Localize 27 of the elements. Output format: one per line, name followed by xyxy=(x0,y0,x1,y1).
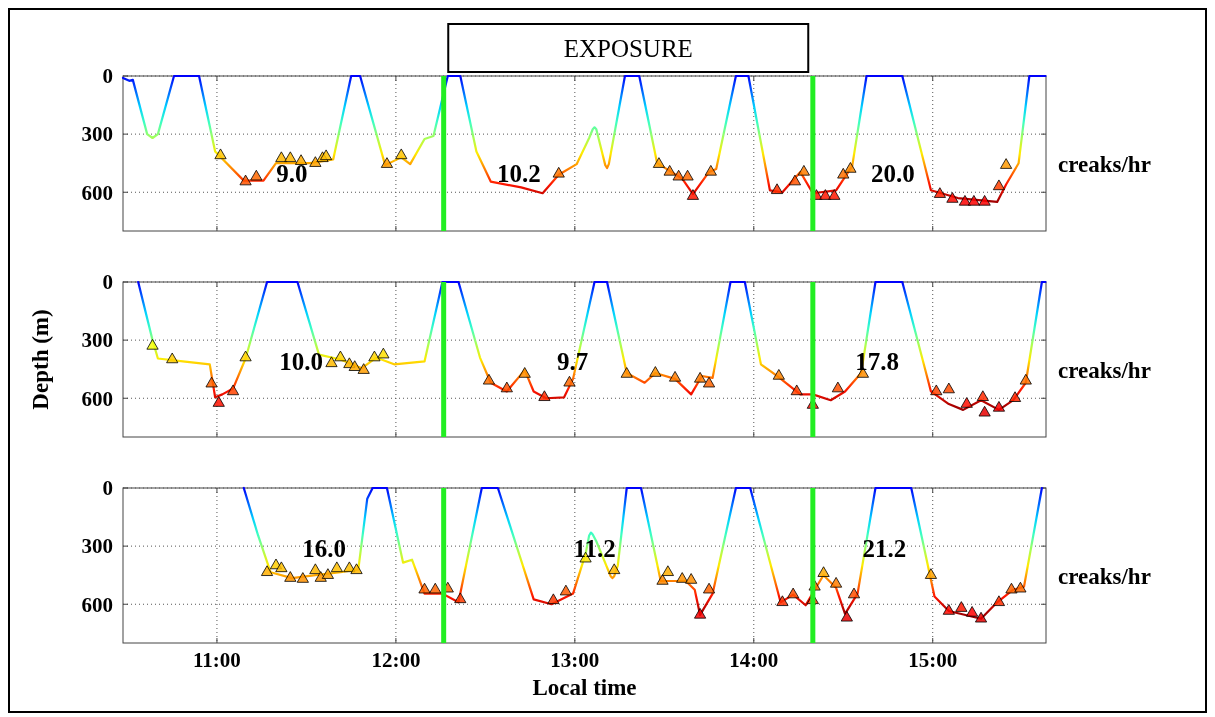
y-tick-label: 300 xyxy=(81,122,113,147)
annotation: 11.2 xyxy=(573,535,616,563)
x-tick-label: 12:00 xyxy=(371,648,421,672)
y-tick-label: 600 xyxy=(81,592,113,617)
x-tick-label: 14:00 xyxy=(729,648,779,672)
text: creaks/hr xyxy=(1058,358,1151,384)
text: creaks/hr xyxy=(1058,152,1151,178)
x-tick-label: 15:00 xyxy=(908,648,958,672)
y-axis-title: Depth (m) xyxy=(28,309,53,410)
y-tick-label: 0 xyxy=(102,270,113,295)
text: creaks/hr xyxy=(1058,564,1151,590)
y-tick-label: 0 xyxy=(102,476,113,501)
x-tick-label: 13:00 xyxy=(550,648,600,672)
chart-title: EXPOSURE xyxy=(563,34,693,62)
annotation: 21.2 xyxy=(862,535,907,563)
annotation: 10.2 xyxy=(497,160,541,188)
annotation: 9.0 xyxy=(276,160,308,188)
annotation: 20.0 xyxy=(870,160,915,188)
y-tick-label: 300 xyxy=(81,328,113,353)
y-tick-label: 600 xyxy=(81,386,113,411)
annotation: 16.0 xyxy=(302,535,347,563)
x-tick-label: 11:00 xyxy=(193,648,241,672)
x-axis-title: Local time xyxy=(532,675,637,700)
annotation: 10.0 xyxy=(279,347,324,375)
y-tick-label: 300 xyxy=(81,534,113,559)
y-tick-label: 600 xyxy=(81,180,113,205)
y-tick-label: 0 xyxy=(102,64,113,89)
